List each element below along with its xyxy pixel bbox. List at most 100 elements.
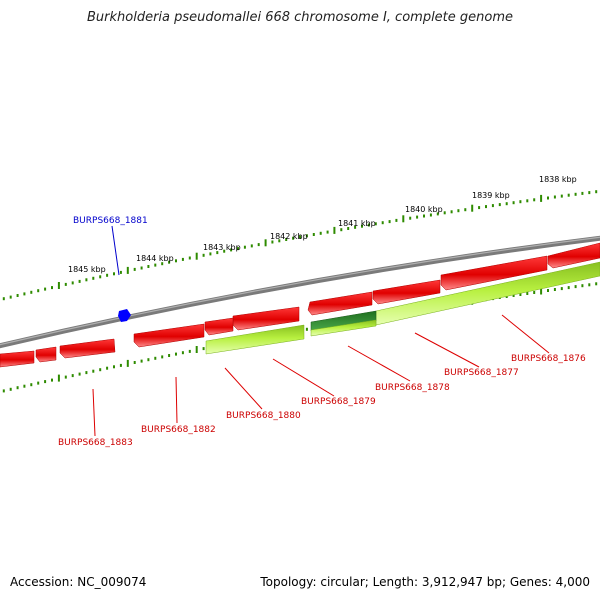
outer-ring-minor-tick <box>30 290 33 294</box>
outer-ring-minor-tick <box>250 244 253 248</box>
inner-ring-minor-tick <box>92 369 95 373</box>
outer-ring-major-tick <box>264 239 267 247</box>
gene-arrow-forward[interactable] <box>440 255 548 291</box>
inner-ring-minor-tick <box>574 285 577 289</box>
outer-ring-minor-tick <box>44 287 47 291</box>
outer-ring-minor-tick <box>409 216 412 220</box>
leader-line-1883 <box>92 388 96 437</box>
outer-ring-minor-tick <box>560 194 563 198</box>
inner-ring-major-tick <box>57 374 60 382</box>
outer-ring-minor-tick <box>595 190 598 194</box>
inner-ring-minor-tick <box>512 294 515 297</box>
gene-label-1877[interactable]: BURPS668_1877 <box>444 368 519 378</box>
gene-arrow-forward[interactable] <box>372 279 441 305</box>
outer-ring-minor-tick <box>202 253 205 257</box>
outer-ring-minor-tick <box>285 238 288 241</box>
gene-arrow-forward[interactable] <box>0 350 35 368</box>
outer-ring-major-tick <box>471 204 474 212</box>
inner-ring-minor-tick <box>99 368 102 372</box>
gene-arrow-forward[interactable] <box>133 323 205 348</box>
gene-label-1876[interactable]: BURPS668_1876 <box>511 354 586 364</box>
outer-ring-minor-tick <box>237 247 239 251</box>
outer-ring-minor-tick <box>99 275 102 279</box>
outer-ring-minor-tick <box>340 228 343 232</box>
outer-ring-minor-tick <box>429 213 432 217</box>
inner-ring-minor-tick <box>37 381 40 385</box>
outer-ring-minor-tick <box>133 267 136 271</box>
leader-line-1876 <box>501 314 550 354</box>
outer-ring-minor-tick <box>113 272 115 276</box>
gene-marker-1881[interactable] <box>118 309 131 322</box>
outer-ring-minor-tick <box>299 235 301 239</box>
gene-label-1883[interactable]: BURPS668_1883 <box>58 438 133 448</box>
inner-ring-minor-tick <box>305 327 308 331</box>
outer-ring-minor-tick <box>519 200 522 204</box>
topology-summary-text: Topology: circular; Length: 3,912,947 bp… <box>260 575 590 589</box>
inner-ring-minor-tick <box>133 361 136 364</box>
outer-ring-minor-tick <box>23 292 26 296</box>
outer-ring-minor-tick <box>395 218 398 222</box>
gene-arrow-forward[interactable] <box>232 306 300 331</box>
inner-ring-minor-tick <box>2 389 5 393</box>
inner-ring-minor-tick <box>581 284 584 288</box>
outer-ring-major-tick <box>126 266 129 274</box>
kbp-label-1838: 1838 kbp <box>539 175 577 184</box>
gene-arrow-forward[interactable] <box>35 346 57 363</box>
gene-arrow-reverse[interactable] <box>205 324 305 355</box>
outer-ring-minor-tick <box>16 294 19 297</box>
outer-ring-minor-tick <box>354 225 357 229</box>
outer-ring-minor-tick <box>512 201 515 205</box>
inner-ring-major-tick <box>540 287 543 295</box>
gene-arrow-forward[interactable] <box>59 338 116 359</box>
outer-ring-minor-tick <box>505 202 508 206</box>
leader-line-1877 <box>414 332 480 368</box>
leader-line-1882 <box>175 376 178 424</box>
inner-ring-minor-tick <box>567 286 570 290</box>
map-title: Burkholderia pseudomallei 668 chromosome… <box>86 10 514 25</box>
gene-label-1878[interactable]: BURPS668_1878 <box>375 383 450 393</box>
outer-ring-minor-tick <box>161 262 164 266</box>
inner-ring-minor-tick <box>64 375 67 379</box>
outer-ring-minor-tick <box>588 191 591 195</box>
inner-ring-minor-tick <box>154 356 157 360</box>
outer-ring-minor-tick <box>188 256 191 260</box>
outer-ring-minor-tick <box>168 260 171 264</box>
outer-ring-minor-tick <box>85 278 88 282</box>
gene-label-leaders <box>92 314 550 437</box>
outer-ring-minor-tick <box>71 281 74 285</box>
inner-ring-major-tick <box>126 359 129 367</box>
outer-ring-minor-tick <box>347 227 350 230</box>
outer-ring-minor-tick <box>175 259 177 263</box>
gene-arrow-forward[interactable] <box>307 291 373 316</box>
outer-ring-minor-tick <box>457 209 460 213</box>
outer-ring-minor-tick <box>106 273 109 277</box>
gene-arrow-reverse[interactable] <box>310 319 377 337</box>
inner-ring-minor-tick <box>526 292 529 295</box>
outer-ring-major-tick <box>402 215 405 223</box>
gene-label-1881[interactable]: BURPS668_1881 <box>73 216 148 226</box>
gene-label-1880[interactable]: BURPS668_1880 <box>226 411 301 421</box>
outer-ring-minor-tick <box>526 199 529 203</box>
inner-ring-minor-tick <box>533 291 536 294</box>
inner-ring-minor-tick <box>30 383 33 387</box>
outer-ring-minor-tick <box>443 211 446 215</box>
gene-label-1882[interactable]: BURPS668_1882 <box>141 425 216 435</box>
outer-ring-minor-tick <box>485 205 487 209</box>
outer-ring-minor-tick <box>51 286 53 290</box>
gene-arrow-forward[interactable] <box>204 317 234 336</box>
outer-ring-minor-tick <box>326 230 329 234</box>
gene-arrow-forward[interactable] <box>547 242 600 269</box>
outer-ring-minor-tick <box>78 279 81 283</box>
inner-ring-minor-tick <box>202 347 205 351</box>
outer-ring-minor-tick <box>64 282 67 286</box>
kbp-label-1841: 1841 kbp <box>338 219 376 228</box>
outer-tick-ring <box>2 190 598 301</box>
outer-ring-minor-tick <box>119 270 122 274</box>
chromosome-backbone-highlight <box>0 236 600 346</box>
gene-label-1879[interactable]: BURPS668_1879 <box>301 397 376 407</box>
outer-ring-minor-tick <box>243 245 246 249</box>
inner-ring-minor-tick <box>51 378 53 382</box>
outer-ring-minor-tick <box>312 233 315 236</box>
inner-ring-minor-tick <box>9 387 12 391</box>
